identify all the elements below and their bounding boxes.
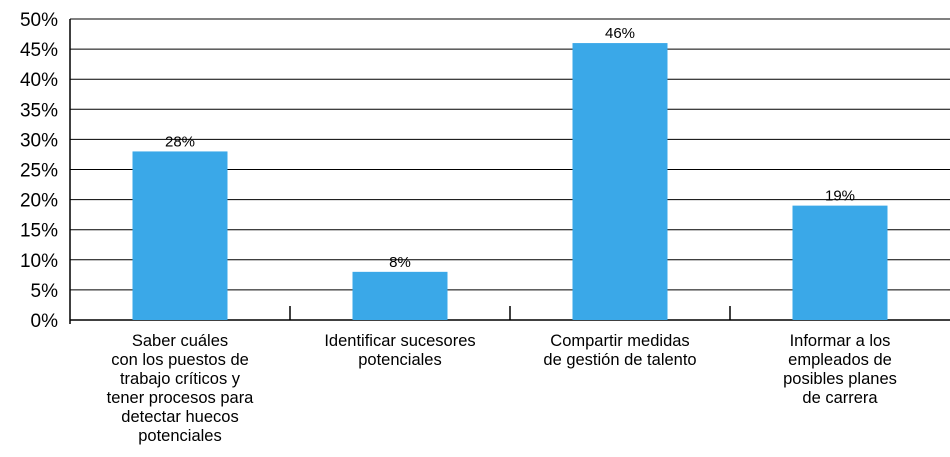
data-label: 28%	[165, 133, 195, 150]
category-label-line: Informar a los	[790, 332, 891, 350]
category-label-line: tener procesos para	[107, 389, 255, 407]
category-label: Identificar sucesores potenciales	[324, 332, 475, 369]
category-label: Saber cuáles con los puestos de trabajo cr…	[107, 332, 255, 445]
category-label-line: Saber cuáles	[132, 332, 228, 350]
category-label: Compartir medidas de gestión de talento	[543, 332, 696, 369]
data-label: 8%	[389, 254, 411, 271]
bar	[792, 205, 888, 320]
category-label-line: Compartir medidas	[550, 332, 689, 350]
y-tick-label: 40%	[20, 70, 58, 91]
bar	[572, 43, 668, 321]
bar	[132, 151, 228, 320]
category-label-line: de gestión de talento	[543, 351, 696, 369]
category-label-line: posibles planes	[783, 370, 897, 388]
category-label-line: detectar huecos	[121, 408, 238, 426]
y-tick-label: 20%	[20, 191, 58, 212]
y-tick-label: 15%	[20, 221, 58, 242]
category-label-line: de carrera	[802, 389, 878, 407]
y-tick-label: 10%	[20, 251, 58, 272]
category-label-line: potenciales	[138, 427, 221, 445]
data-label: 19%	[825, 188, 855, 205]
bar	[352, 271, 448, 320]
category-label-line: Identificar sucesores	[324, 332, 475, 350]
y-tick-label: 5%	[31, 281, 59, 302]
category-label-line: con los puestos de	[111, 351, 249, 369]
y-tick-label: 45%	[20, 40, 58, 61]
category-label: Informar a los empleados de posibles plane…	[783, 332, 897, 407]
y-tick-label: 35%	[20, 100, 58, 121]
category-label-line: trabajo críticos y	[120, 370, 241, 388]
data-label: 46%	[605, 25, 635, 42]
y-tick-label: 0%	[31, 311, 59, 332]
category-label-line: empleados de	[788, 351, 892, 369]
y-tick-label: 25%	[20, 161, 58, 182]
y-tick-label: 50%	[20, 10, 58, 31]
y-tick-label: 30%	[20, 130, 58, 151]
category-label-line: potenciales	[358, 351, 441, 369]
